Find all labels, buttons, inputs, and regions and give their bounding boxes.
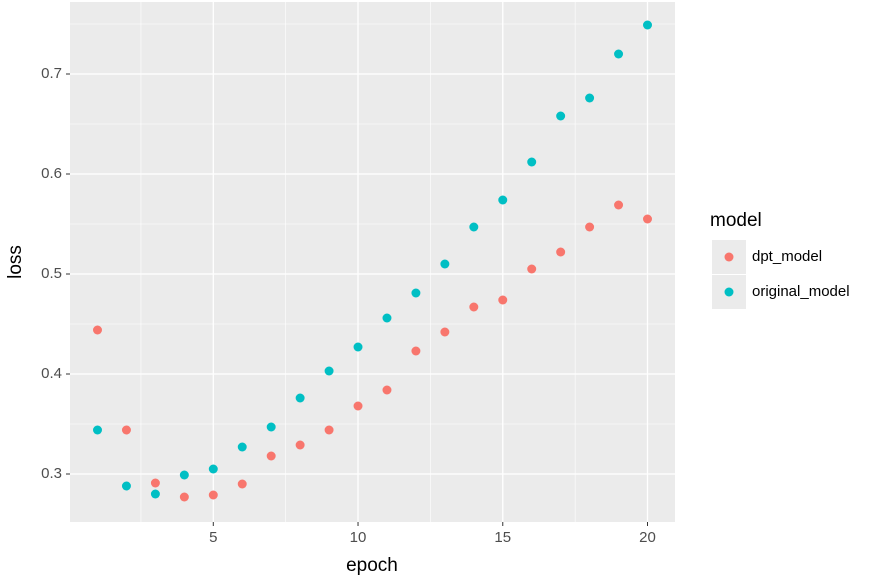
point [93,325,102,335]
legend-title: model [710,210,762,231]
y-tick-label: 0.7 [41,65,62,82]
point [469,302,479,312]
point [93,425,102,435]
y-tick-label: 0.3 [41,465,62,482]
point [121,481,131,491]
point [498,195,508,205]
point [643,214,652,224]
point [208,464,218,474]
point [440,327,450,337]
point [324,425,334,435]
point [121,425,131,435]
point [179,470,189,480]
point [585,222,595,232]
point [411,346,421,356]
point [585,93,595,103]
legend-label: dpt_model [752,248,822,265]
point [353,401,363,411]
point [411,288,421,298]
point [295,440,305,450]
point [643,20,652,30]
point [266,451,276,461]
y-tick-label: 0.5 [41,265,62,282]
point [382,313,392,323]
x-tick-label: 20 [639,529,656,546]
point [353,342,363,352]
point [208,490,218,500]
point [556,247,566,257]
x-axis-title: epoch [346,555,398,576]
y-axis-title: loss [5,245,26,279]
legend-label: original_model [752,283,850,300]
point [179,492,189,502]
point [614,49,624,59]
point [556,111,566,121]
point [295,393,305,403]
panel [70,2,675,522]
x-tick-label: 10 [350,529,367,546]
point [527,264,537,274]
point [150,489,160,499]
point [498,295,508,305]
point [237,442,247,452]
x-tick-label: 15 [494,529,511,546]
legend-marker [724,252,734,262]
point [440,259,450,269]
legend-marker [724,287,734,297]
point [237,479,247,489]
y-tick-label: 0.6 [41,165,62,182]
point [382,385,392,395]
x-tick-label: 5 [209,529,217,546]
y-tick-label: 0.4 [41,365,62,382]
point [614,200,624,210]
point [324,366,334,376]
point [527,157,537,167]
point [150,478,160,488]
point [469,222,479,232]
point [266,422,276,432]
